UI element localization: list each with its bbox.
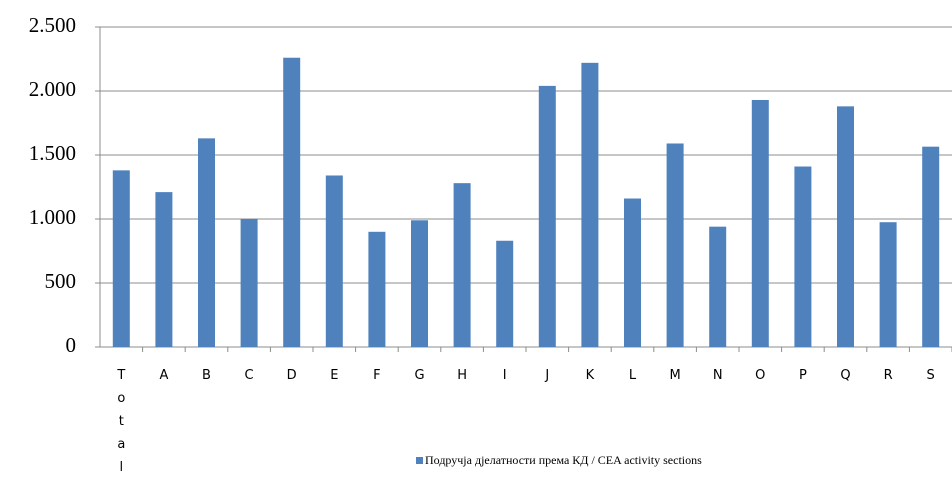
x-tick-label: E <box>327 368 342 391</box>
bar <box>368 231 386 347</box>
x-tick-label: G <box>412 368 427 391</box>
y-tick-label: 2.500 <box>29 13 76 37</box>
x-tick-label: J <box>540 368 555 391</box>
bar <box>751 99 769 348</box>
bar <box>837 106 854 347</box>
bar <box>198 138 215 347</box>
x-tick-label: S <box>923 368 938 391</box>
bar <box>794 166 812 347</box>
y-tick-label: 0 <box>66 333 77 357</box>
x-tick-label: H <box>455 368 470 391</box>
bar <box>411 220 428 347</box>
bar <box>581 62 599 348</box>
x-tick-label: L <box>625 368 640 391</box>
x-tick-label: Total <box>114 368 129 483</box>
y-tick-label: 1.000 <box>29 205 76 229</box>
x-tick-label: Q <box>838 368 853 391</box>
bar <box>155 192 173 347</box>
x-tick-label: F <box>369 368 384 391</box>
x-tick-label: A <box>156 368 171 391</box>
bar <box>624 198 641 347</box>
bar <box>453 183 471 347</box>
bar <box>538 85 556 347</box>
bar <box>922 146 940 347</box>
x-tick-label: M <box>668 368 683 391</box>
x-tick-label: P <box>795 368 810 391</box>
x-tick-label: I <box>497 368 512 391</box>
y-tick-label: 1.500 <box>29 141 76 165</box>
bar <box>112 170 130 347</box>
bar <box>240 219 258 347</box>
bar <box>709 226 727 347</box>
legend-label: Подручја дјелатности према КД / CEA acti… <box>425 453 702 467</box>
bar <box>666 143 684 347</box>
bar <box>879 222 897 347</box>
x-tick-label: N <box>710 368 725 391</box>
x-tick-label: O <box>753 368 768 391</box>
bar <box>283 57 301 347</box>
x-tick-label: K <box>582 368 597 391</box>
legend-swatch <box>416 457 423 464</box>
y-tick-label: 500 <box>45 269 77 293</box>
bar <box>496 240 514 347</box>
x-tick-label: B <box>199 368 214 391</box>
y-tick-label: 2.000 <box>29 77 76 101</box>
x-tick-label: D <box>284 368 299 391</box>
x-tick-label: R <box>881 368 896 391</box>
bar <box>325 175 343 347</box>
x-tick-label: C <box>242 368 257 391</box>
